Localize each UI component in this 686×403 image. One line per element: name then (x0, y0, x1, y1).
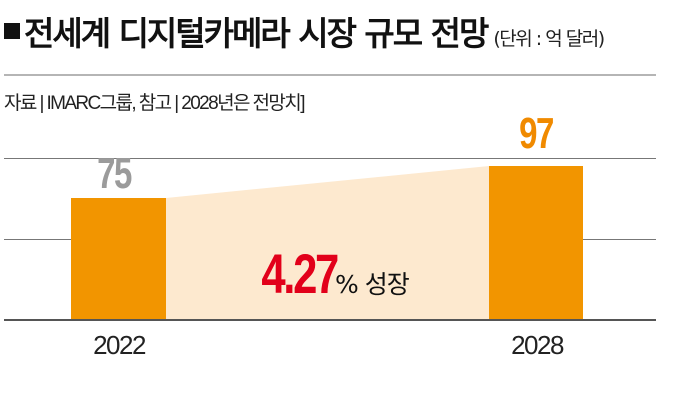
chart-title: 전세계 디지털카메라 시장 규모 전망 (단위 : 억 달러) (4, 12, 605, 61)
value-label-2022: 75 (97, 149, 132, 198)
x-label-2022: 2022 (93, 330, 146, 360)
chart-title-text: 전세계 디지털카메라 시장 규모 전망 (24, 14, 489, 53)
bar-2022 (71, 198, 166, 319)
gridline-top (4, 158, 656, 159)
unit-label: (단위 : 억 달러) (493, 28, 605, 50)
growth-rate: 4.27 (261, 242, 339, 305)
bar-2028 (489, 166, 583, 319)
source-note: 자료 | IMARC그룹, 참고 | 2028년은 전망치] (4, 93, 305, 114)
x-axis-baseline (4, 319, 656, 321)
growth-suffix: % 성장 (335, 270, 410, 299)
value-label-2028: 97 (519, 109, 554, 158)
header-divider (4, 74, 656, 76)
x-label-2028: 2028 (511, 330, 564, 360)
square-bullet-icon (4, 23, 20, 39)
growth-annotation: 4.27% 성장 (240, 246, 409, 316)
